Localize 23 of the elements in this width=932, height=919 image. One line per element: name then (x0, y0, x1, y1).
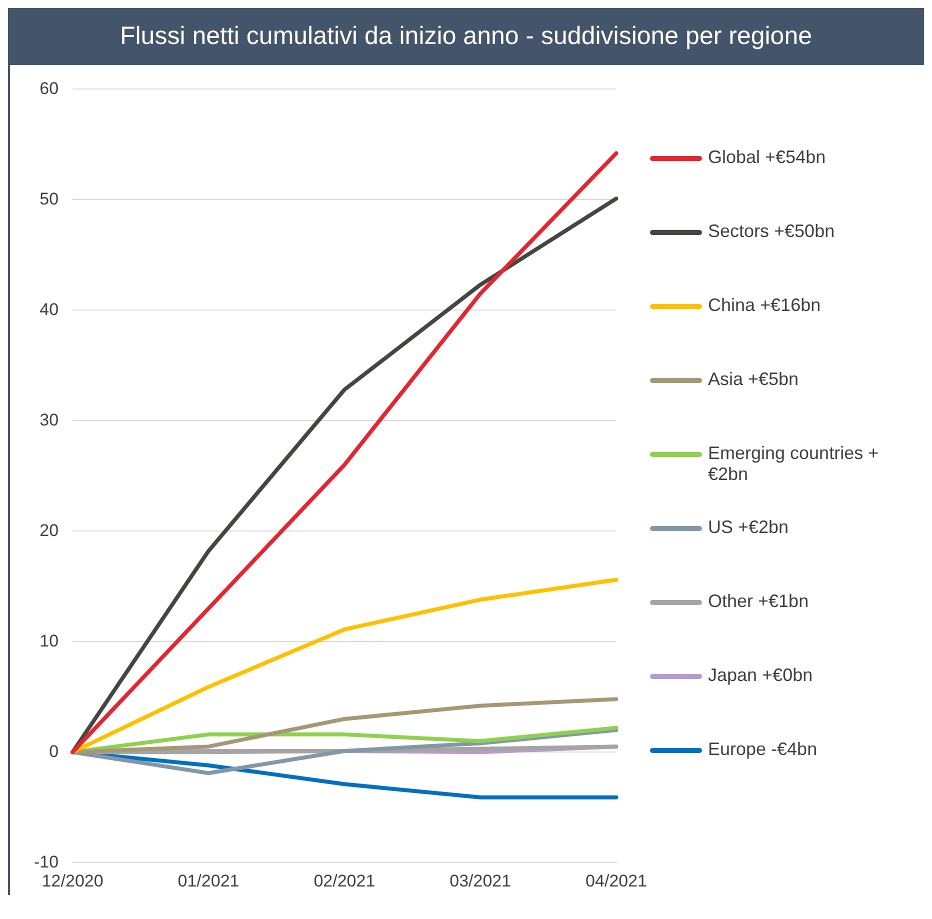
y-tick-label: 30 (40, 410, 59, 430)
legend-label: Europe -€4bn (708, 739, 818, 760)
legend-label: US +€2bn (708, 517, 789, 538)
legend-label: Japan +€0bn (708, 665, 813, 686)
legend-label: China +€16bn (708, 295, 821, 316)
y-tick-label: 50 (40, 189, 59, 208)
y-tick-label: 10 (40, 631, 59, 650)
y-tick-label: 60 (40, 78, 59, 98)
legend-label: Global +€54bn (708, 147, 826, 168)
chart-title: Flussi netti cumulativi da inizio anno - suddivisione per regione (8, 8, 924, 65)
legend-label: Sectors +€50bn (708, 221, 835, 242)
legend-label: Emerging countries +€2bn (708, 443, 880, 485)
x-tick-label: 01/2021 (178, 871, 240, 890)
x-tick-label: 03/2021 (450, 871, 512, 890)
legend-label: Other +€1bn (708, 591, 809, 612)
x-tick-label: 04/2021 (586, 871, 647, 890)
y-tick-label: 40 (40, 300, 59, 319)
x-tick-label: 02/2021 (314, 871, 376, 890)
x-tick-label: 12/2020 (42, 871, 104, 890)
y-tick-label: 0 (49, 742, 59, 761)
legend-label: Asia +€5bn (708, 369, 799, 390)
y-tick-label: -10 (34, 852, 59, 872)
y-tick-label: 20 (40, 520, 59, 540)
